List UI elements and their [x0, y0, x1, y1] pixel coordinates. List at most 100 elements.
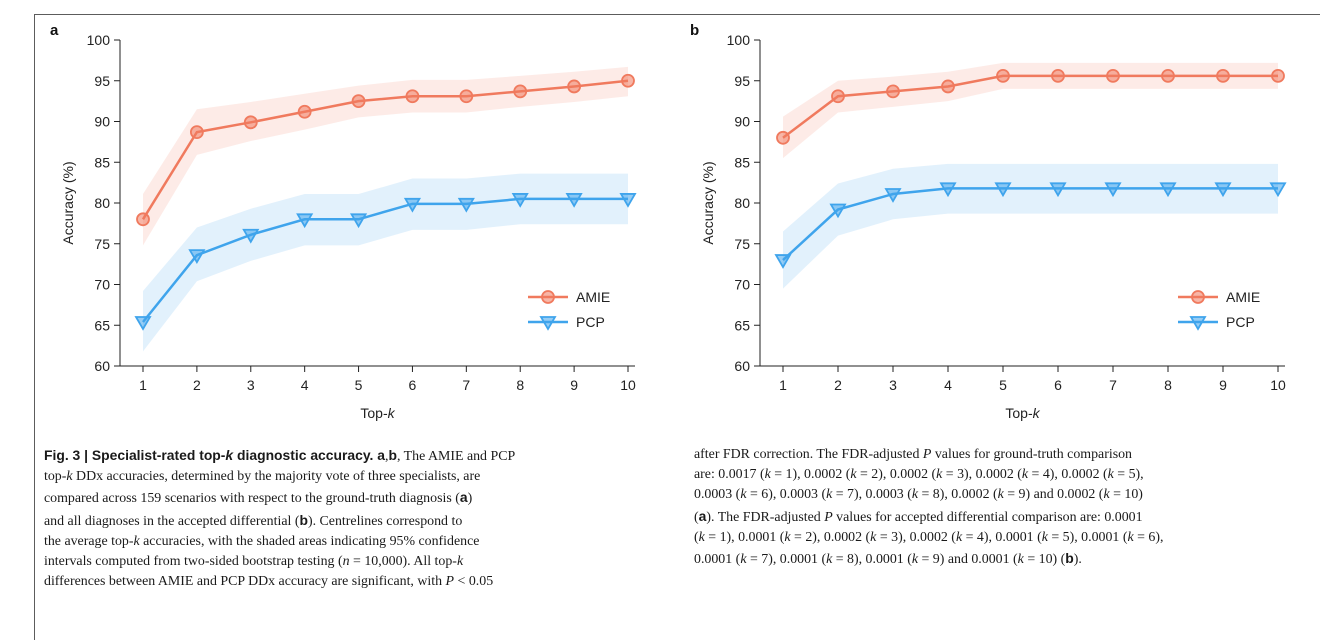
- figure-left-rule: [34, 14, 35, 640]
- y-tick-label: 60: [734, 358, 750, 374]
- figure-caption-right: after FDR correction. The FDR-adjusted P…: [694, 445, 1314, 570]
- pcp-data-point: [296, 213, 314, 229]
- caption-line: after FDR correction. The FDR-adjusted P…: [694, 445, 1314, 465]
- caption-text: = 9) and 0.0002 (: [1003, 487, 1104, 503]
- caption-text: = 5), 0.0001 (: [1047, 529, 1128, 545]
- caption-italic: k: [1021, 467, 1029, 483]
- x-tick-label: 6: [1054, 377, 1062, 393]
- pcp-data-point: [1049, 182, 1067, 198]
- amie-data-point: [243, 115, 258, 130]
- x-axis-label-italic: k: [388, 405, 396, 421]
- y-axis-label: Accuracy (%): [60, 161, 76, 244]
- x-axis-label-text: Top-: [1005, 405, 1033, 421]
- x-axis-label: Top-k: [1005, 405, 1040, 421]
- caption-bold: a: [459, 489, 468, 506]
- figure-top-rule: [34, 14, 1320, 15]
- caption-italic: k: [764, 467, 771, 483]
- caption-text: = 4), 0.0001 (: [962, 529, 1042, 545]
- pcp-data-point: [1104, 182, 1122, 198]
- amie-data-point: [996, 68, 1010, 83]
- legend-amie-marker: [1191, 290, 1205, 304]
- caption-line: (k = 1), 0.0001 (k = 2), 0.0002 (k = 3),…: [694, 528, 1314, 548]
- caption-italic: P: [445, 574, 455, 590]
- caption-text: = 9) and 0.0001 (: [918, 552, 1018, 568]
- caption-text: = 10,000). All top-: [349, 554, 457, 570]
- caption-bold: b: [1065, 550, 1074, 567]
- amie-data-point: [405, 89, 420, 104]
- caption-italic: k: [1107, 467, 1114, 483]
- x-tick-label: 4: [944, 377, 952, 393]
- x-tick-label: 4: [301, 377, 309, 393]
- caption-bold: a: [373, 447, 385, 463]
- caption-italic: k: [1127, 529, 1134, 545]
- caption-text: values for ground-truth comparison: [931, 447, 1132, 462]
- amie-data-point: [886, 84, 900, 99]
- x-tick-label: 2: [834, 377, 842, 393]
- x-tick-label: 10: [1270, 377, 1286, 393]
- caption-line: the average top-k accuracies, with the s…: [44, 532, 664, 552]
- caption-italic: k: [911, 487, 919, 503]
- caption-bold: a: [698, 507, 707, 524]
- amie-data-point: [776, 130, 790, 145]
- caption-line: 0.0003 (k = 6), 0.0003 (k = 7), 0.0003 (…: [694, 485, 1314, 505]
- caption-italic: k: [456, 554, 464, 570]
- caption-text: ). Centrelines correspond to: [307, 513, 463, 529]
- caption-text: (: [694, 509, 699, 525]
- figure-caption-left: Fig. 3 | Specialist-rated top-k diagnost…: [44, 445, 664, 592]
- y-tick-label: 80: [734, 195, 750, 211]
- x-tick-label: 8: [516, 377, 524, 393]
- caption-text: after FDR correction. The FDR-adjusted: [694, 447, 923, 462]
- amie-data-point: [1051, 68, 1065, 83]
- caption-italic: k: [698, 529, 705, 545]
- amie-data-point: [1106, 68, 1120, 83]
- caption-italic: k: [66, 469, 73, 485]
- x-axis-label: Top-k: [360, 405, 395, 421]
- chart-panel-a: 60 65 70 75 80 85 90 95 100 1 2 3 4 5 6 7 8 9 10 Top-k Accur…: [60, 32, 637, 421]
- caption-text: values for accepted differential compari…: [832, 509, 1143, 525]
- amie-data-point: [136, 212, 150, 227]
- pcp-data-point: [994, 182, 1012, 198]
- pcp-series-line: [142, 197, 628, 323]
- y-tick-label: 70: [94, 277, 110, 293]
- pcp-data-point: [511, 193, 529, 208]
- caption-text: = 2), 0.0002 (: [856, 467, 937, 483]
- caption-bold: b: [299, 511, 308, 528]
- pcp-data-point: [349, 213, 368, 229]
- pcp-data-point: [884, 188, 902, 203]
- y-tick-label: 100: [87, 32, 111, 48]
- caption-italic: k: [997, 487, 1004, 503]
- caption-italic: P: [922, 447, 932, 462]
- pcp-data-point: [1214, 182, 1232, 198]
- caption-text: compared across 159 scenarios with respe…: [44, 491, 460, 507]
- amie-data-point: [513, 84, 528, 99]
- caption-italic: k: [870, 529, 877, 545]
- y-tick-label: 65: [94, 317, 110, 333]
- caption-italic: k: [784, 529, 791, 545]
- x-axis-label-text: Top-: [360, 405, 388, 421]
- caption-text: accuracies, with the shaded areas indica…: [139, 533, 480, 549]
- x-tick-label: 1: [139, 377, 147, 393]
- x-tick-label: 1: [779, 377, 787, 393]
- amie-data-point: [1216, 68, 1230, 83]
- x-tick-label: 5: [999, 377, 1007, 393]
- pcp-data-point: [242, 228, 260, 244]
- pcp-ci-band: [783, 163, 1278, 289]
- caption-line: (a). The FDR-adjusted P values for accep…: [694, 506, 1314, 528]
- amie-ci-band: [143, 66, 628, 246]
- caption-text: intervals computed from two-sided bootst…: [44, 554, 343, 570]
- caption-text: = 7), 0.0003 (: [832, 487, 912, 503]
- caption-text: ): [467, 491, 473, 507]
- amie-data-point: [621, 73, 635, 88]
- caption-text: = 6), 0.0003 (: [746, 487, 827, 503]
- caption-italic: k: [1041, 529, 1048, 545]
- legend-pcp-label: PCP: [1226, 314, 1255, 330]
- amie-data-point: [351, 94, 366, 109]
- caption-italic: k: [1017, 552, 1024, 568]
- y-tick-label: 90: [734, 114, 750, 130]
- y-tick-label: 75: [734, 236, 750, 252]
- caption-text: < 0.05: [454, 574, 494, 590]
- caption-text: the average top-: [44, 533, 134, 549]
- caption-italic: n: [342, 554, 350, 570]
- x-tick-label: 5: [355, 377, 363, 393]
- caption-italic: k: [826, 487, 833, 503]
